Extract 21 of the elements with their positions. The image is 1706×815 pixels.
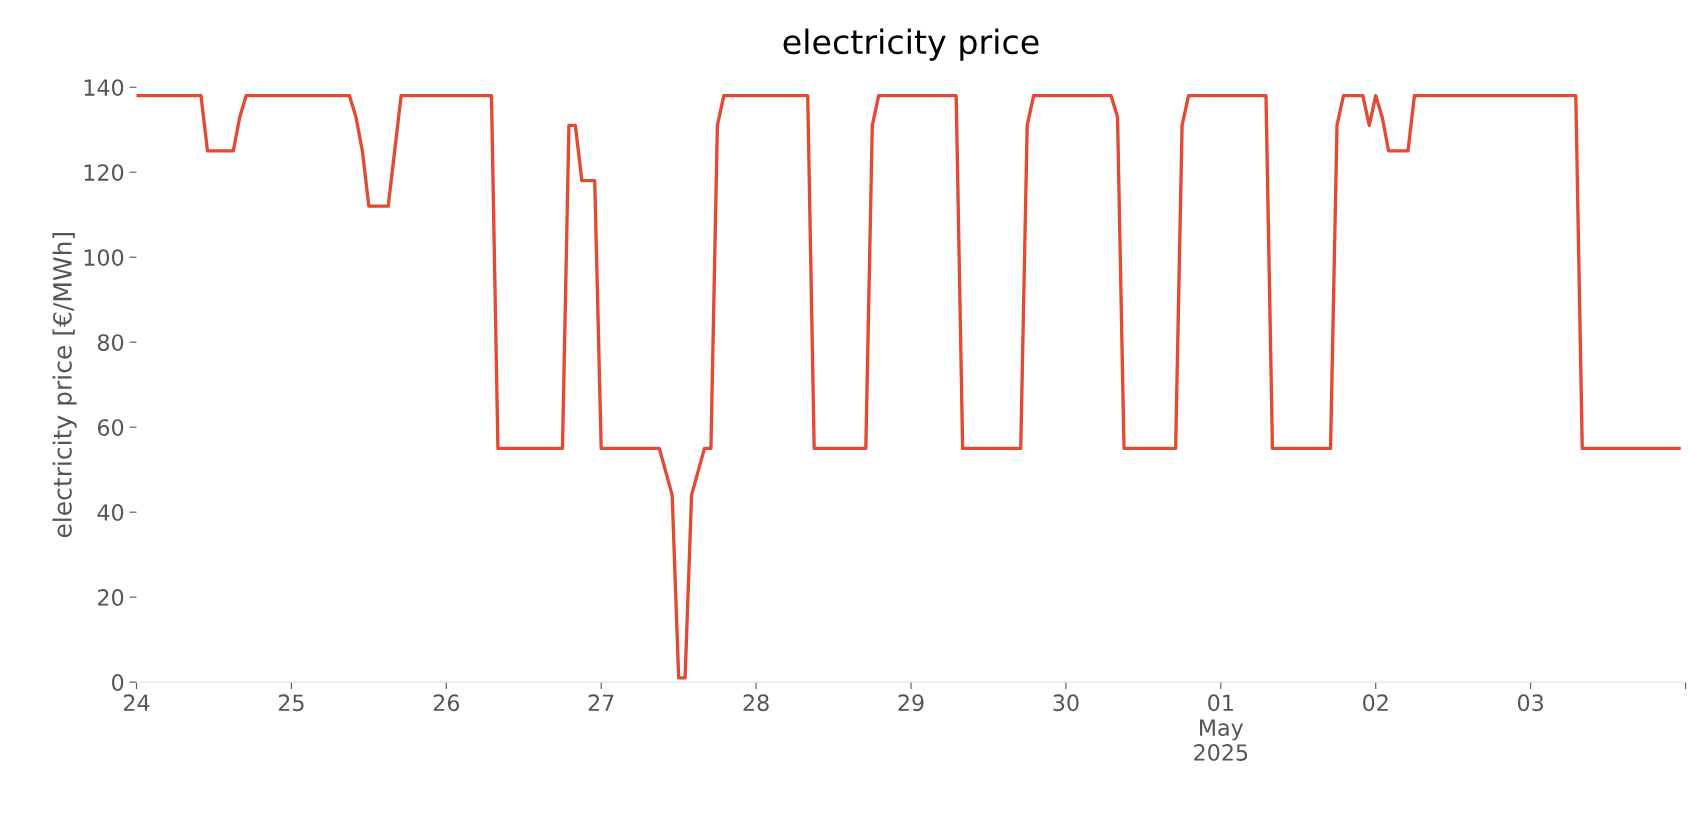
y-tick-label: 100 bbox=[84, 249, 124, 266]
y-axis-title: electricity price [€/MWh] bbox=[52, 232, 77, 538]
x-tick-label: 27 bbox=[588, 694, 614, 711]
x-tick-label: 25 bbox=[278, 694, 304, 712]
y-tick-label: 120 bbox=[84, 164, 124, 181]
x-tick-label: 02 bbox=[1363, 694, 1388, 712]
x-tick-label: 01 May 2025 bbox=[1194, 694, 1248, 761]
x-tick-label: 29 bbox=[898, 694, 924, 712]
x-tick-label: 26 bbox=[433, 694, 460, 712]
y-tick-label: 60 bbox=[97, 419, 124, 436]
line-series bbox=[136, 94, 1681, 680]
y-tick-label: 0 bbox=[112, 674, 124, 691]
x-tick-label: 28 bbox=[743, 694, 769, 712]
x-tick-label: 03 bbox=[1517, 694, 1543, 712]
y-tick-label: 40 bbox=[97, 504, 124, 521]
x-tick-label: 24 bbox=[123, 694, 150, 711]
y-tick-label: 140 bbox=[84, 79, 124, 96]
y-tick-label: 20 bbox=[98, 589, 124, 606]
x-tick-label: 30 bbox=[1053, 694, 1079, 712]
chart-title: electricity price bbox=[783, 28, 1039, 61]
y-tick-label: 80 bbox=[97, 334, 124, 351]
